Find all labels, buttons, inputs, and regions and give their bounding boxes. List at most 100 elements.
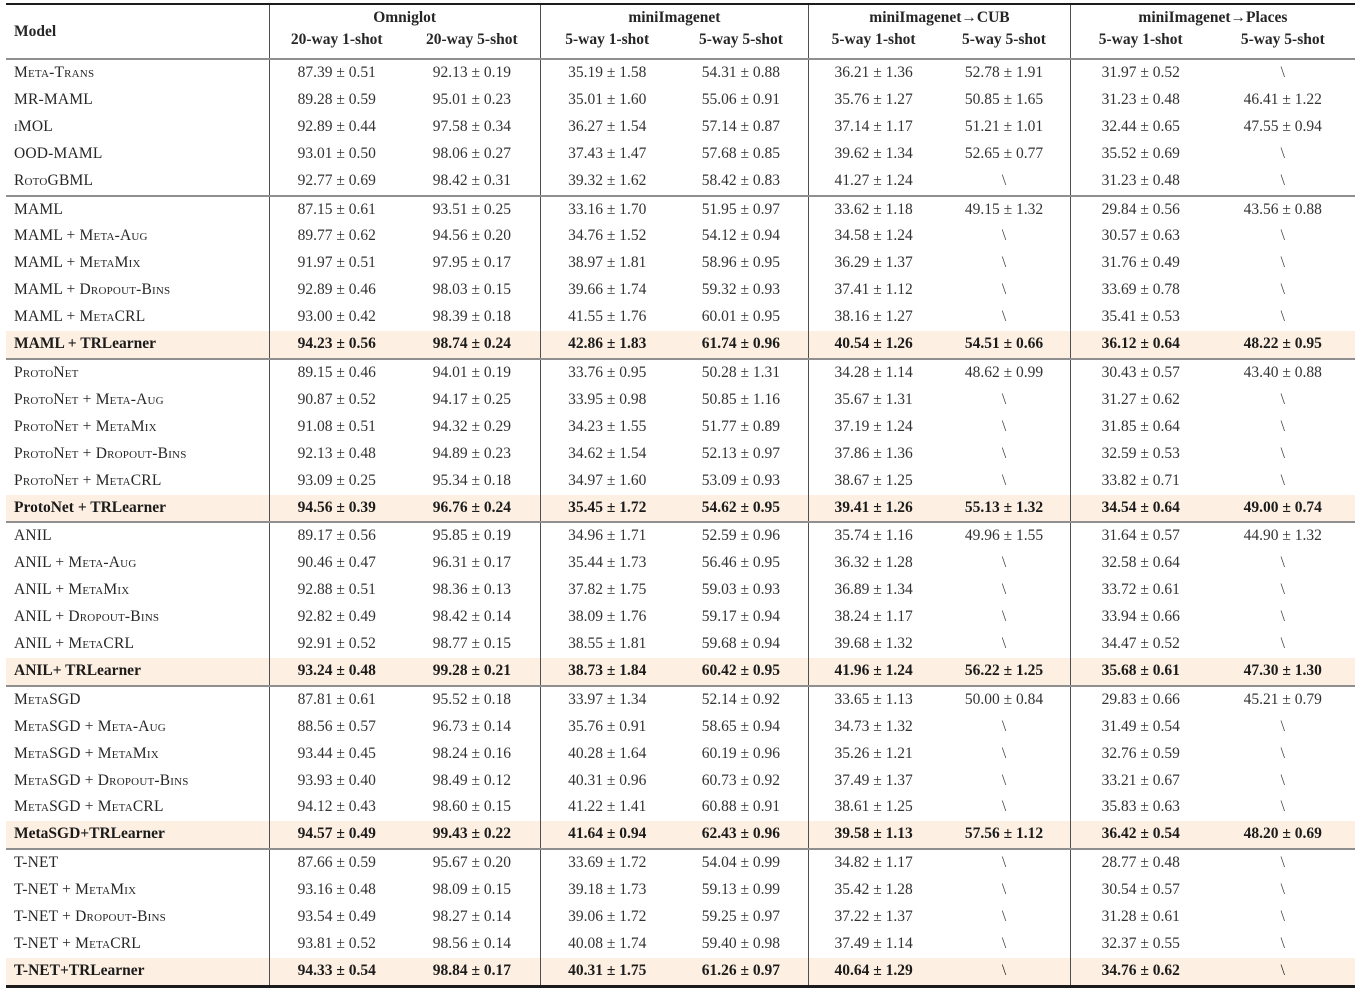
model-name-cell: OOD-MAML (14, 144, 103, 162)
model-name-cell: ProtoNet + TRLearner (6, 494, 270, 523)
accuracy-value-cell: 32.44 ± 0.65 (1069, 113, 1211, 141)
accuracy-value-cell: 57.56 ± 1.12 (938, 821, 1071, 850)
table-row: MAML 87.15 ± 0.61 93.51 ± 0.25 33.16 ± 1.70… (6, 195, 1355, 224)
method-group: T-NET 87.66 ± 0.59 95.67 ± 0.20 33.69 ± 1.7… (6, 849, 1355, 987)
model-name-cell: MetaSGD + MetaCRL (14, 798, 164, 816)
accuracy-value-cell: 60.88 ± 0.91 (701, 798, 781, 816)
table-row: ANIL+ TRLearner 93.24 ± 0.48 99.28 ± 0.21 3… (6, 657, 1355, 686)
accuracy-value-cell: 35.67 ± 1.31 (808, 386, 939, 414)
accuracy-value-cell: 98.09 ± 0.15 (432, 881, 511, 899)
accuracy-value-cell: 52.59 ± 0.96 (701, 527, 781, 545)
accuracy-value-cell: 59.17 ± 0.94 (701, 608, 781, 626)
method-group: MetaSGD 87.81 ± 0.61 95.52 ± 0.18 33.97 ± 1… (6, 685, 1355, 850)
accuracy-value-cell: 50.85 ± 1.65 (964, 90, 1044, 108)
table-row: MAML + TRLearner 94.23 ± 0.56 98.74 ± 0.24… (6, 331, 1355, 359)
shot-subheader: 5-way 1-shot (808, 31, 939, 59)
results-table: Model Omniglot miniImagenet miniImagenet→CU… (6, 3, 1355, 988)
model-name-cell: ProtoNet + MetaCRL (14, 471, 162, 489)
model-name-cell: iMOL (14, 117, 53, 135)
accuracy-value-cell: 54.12 ± 0.94 (701, 227, 781, 245)
accuracy-value-cell: 98.42 ± 0.14 (432, 608, 511, 626)
accuracy-value-cell: 94.56 ± 0.20 (432, 227, 511, 245)
accuracy-value-cell: 39.41 ± 1.26 (808, 494, 939, 523)
model-name-cell: ProtoNet + Meta-Aug (14, 390, 164, 408)
accuracy-value-cell: 98.39 ± 0.18 (432, 308, 511, 326)
model-name-cell: ANIL (14, 527, 52, 545)
accuracy-value-cell: 34.54 ± 0.64 (1069, 494, 1211, 523)
accuracy-value-cell: 41.22 ± 1.41 (539, 794, 674, 822)
no-result-cell: \ (938, 957, 1071, 987)
accuracy-value-cell: 33.69 ± 0.78 (1069, 277, 1211, 305)
accuracy-value-cell: 33.65 ± 1.13 (808, 685, 939, 714)
accuracy-value-cell: 98.24 ± 0.16 (432, 744, 511, 762)
accuracy-value-cell: 98.74 ± 0.24 (403, 331, 541, 359)
accuracy-value-cell: 98.60 ± 0.15 (432, 798, 511, 816)
accuracy-value-cell: 44.90 ± 1.32 (1243, 527, 1322, 545)
method-group: ProtoNet 89.15 ± 0.46 94.01 ± 0.19 33.76 ± … (6, 358, 1355, 523)
table-row: ANIL + Dropout-Bins 92.82 ± 0.49 98.42 ± 0… (6, 604, 1355, 632)
accuracy-value-cell: 39.06 ± 1.72 (539, 904, 674, 931)
accuracy-value-cell: 98.27 ± 0.14 (432, 908, 511, 926)
table-row: MetaSGD + MetaMix 93.44 ± 0.45 98.24 ± 0.1… (6, 740, 1355, 768)
accuracy-value-cell: 33.21 ± 0.67 (1069, 767, 1211, 795)
accuracy-value-cell: 90.87 ± 0.52 (268, 386, 404, 414)
accuracy-value-cell: 93.09 ± 0.25 (268, 467, 404, 495)
accuracy-value-cell: 37.86 ± 1.36 (808, 440, 939, 468)
accuracy-value-cell: 36.42 ± 0.54 (1069, 821, 1211, 850)
no-result-cell: \ (1280, 581, 1285, 599)
no-result-cell: \ (1001, 908, 1007, 926)
accuracy-value-cell: 34.28 ± 1.14 (808, 358, 939, 387)
dataset-group-header: miniImagenet→CUB (808, 4, 1071, 31)
accuracy-value-cell: 31.23 ± 0.48 (1069, 86, 1211, 114)
accuracy-value-cell: 40.54 ± 1.26 (808, 331, 939, 359)
no-result-cell: \ (1280, 417, 1285, 435)
table-row: T-NET + MetaMix 93.16 ± 0.48 98.09 ± 0.15 3… (6, 877, 1355, 905)
method-group: ANIL 89.17 ± 0.56 95.85 ± 0.19 34.96 ± 1.71… (6, 522, 1355, 686)
accuracy-value-cell: 35.74 ± 1.16 (808, 522, 939, 551)
accuracy-value-cell: 91.08 ± 0.51 (268, 413, 404, 441)
table-row: iMOL 92.89 ± 0.44 97.58 ± 0.34 36.27 ± 1.54… (6, 113, 1355, 141)
accuracy-value-cell: 29.84 ± 0.56 (1069, 195, 1211, 224)
accuracy-value-cell: 33.16 ± 1.70 (539, 195, 674, 224)
accuracy-value-cell: 93.16 ± 0.48 (268, 877, 404, 905)
no-result-cell: \ (1280, 608, 1285, 626)
model-name-cell: ANIL + MetaMix (14, 581, 130, 599)
accuracy-value-cell: 88.56 ± 0.57 (268, 713, 404, 741)
table-row: MetaSGD + Dropout-Bins 93.93 ± 0.40 98.49 … (6, 767, 1355, 795)
accuracy-value-cell: 36.27 ± 1.54 (539, 113, 674, 141)
accuracy-value-cell: 38.16 ± 1.27 (808, 304, 939, 332)
method-group: MAML 87.15 ± 0.61 93.51 ± 0.25 33.16 ± 1.70… (6, 195, 1355, 359)
accuracy-value-cell: 59.13 ± 0.99 (701, 881, 781, 899)
model-name-cell: ANIL + Meta-Aug (14, 554, 137, 572)
accuracy-value-cell: 35.52 ± 0.69 (1069, 140, 1211, 168)
table-row: ProtoNet + MetaMix 91.08 ± 0.51 94.32 ± 0.… (6, 413, 1355, 441)
accuracy-value-cell: 54.62 ± 0.95 (673, 494, 809, 523)
accuracy-value-cell: 31.28 ± 0.61 (1069, 904, 1211, 931)
no-result-cell: \ (1280, 935, 1285, 952)
accuracy-value-cell: 34.82 ± 1.17 (808, 849, 939, 878)
accuracy-value-cell: 33.95 ± 0.98 (539, 386, 674, 414)
accuracy-value-cell: 59.68 ± 0.94 (701, 635, 781, 653)
no-result-cell: \ (1001, 854, 1007, 872)
accuracy-value-cell: 31.49 ± 0.54 (1069, 713, 1211, 741)
accuracy-value-cell: 61.26 ± 0.97 (673, 957, 809, 987)
model-name-cell: T-NET (14, 854, 59, 872)
accuracy-value-cell: 92.89 ± 0.44 (268, 113, 404, 141)
accuracy-value-cell: 55.13 ± 1.32 (938, 494, 1071, 523)
accuracy-value-cell: 49.00 ± 0.74 (1210, 494, 1355, 523)
table-row: ProtoNet + Meta-Aug 90.87 ± 0.52 94.17 ± 0… (6, 386, 1355, 414)
accuracy-value-cell: 32.59 ± 0.53 (1069, 440, 1211, 468)
accuracy-value-cell: 60.19 ± 0.96 (701, 744, 781, 762)
table-row: OOD-MAML 93.01 ± 0.50 98.06 ± 0.27 37.43 ± … (6, 140, 1355, 168)
table-head: Model Omniglot miniImagenet miniImagenet→CU… (6, 4, 1355, 59)
model-name-cell: MAML + Meta-Aug (14, 227, 148, 245)
no-result-cell: \ (1001, 635, 1007, 653)
accuracy-value-cell: 35.19 ± 1.58 (539, 59, 674, 87)
accuracy-value-cell: 98.77 ± 0.15 (432, 635, 511, 653)
accuracy-value-cell: 38.09 ± 1.76 (539, 604, 674, 632)
table-row: MetaSGD 87.81 ± 0.61 95.52 ± 0.18 33.97 ± 1… (6, 685, 1355, 714)
model-name-cell: MAML (14, 200, 64, 218)
accuracy-value-cell: 31.85 ± 0.64 (1069, 413, 1211, 441)
accuracy-value-cell: 94.57 ± 0.49 (268, 821, 404, 850)
